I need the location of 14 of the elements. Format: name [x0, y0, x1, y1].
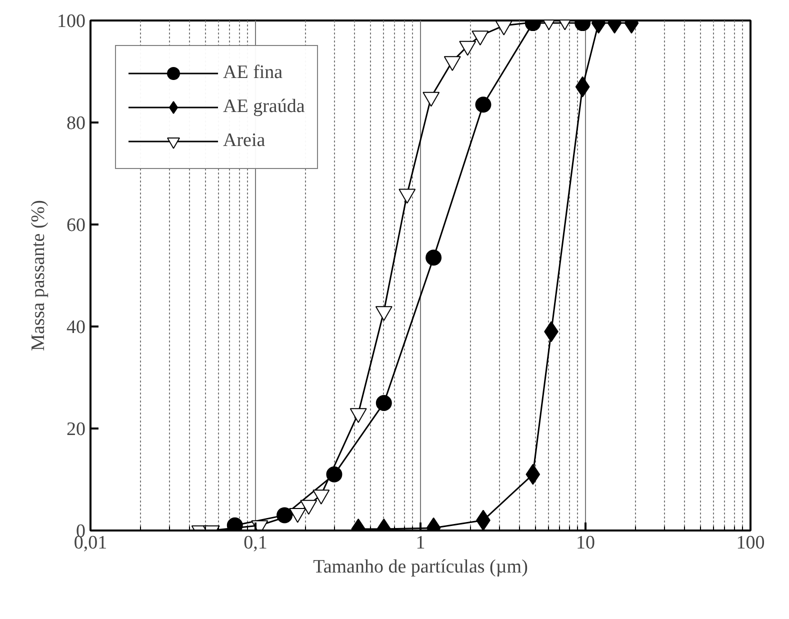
legend-label: AE graúda	[223, 96, 305, 118]
y-axis-title: Massa passante (%)	[28, 200, 49, 351]
legend-label: AE fina	[223, 62, 283, 84]
legend-label: Areia	[223, 130, 266, 152]
y-tick-label: 100	[57, 11, 86, 32]
y-tick-label: 40	[66, 317, 86, 338]
x-tick-label: 100	[736, 532, 765, 554]
y-tick-label: 80	[66, 113, 86, 134]
x-tick-label: 0,1	[244, 532, 268, 554]
x-tick-label: 1	[416, 532, 426, 554]
y-tick-label: 60	[66, 215, 86, 236]
y-tick-label: 20	[66, 419, 86, 440]
x-axis-title: Tamanho de partículas (µm)	[313, 556, 528, 578]
x-tick-label: 10	[576, 532, 595, 554]
